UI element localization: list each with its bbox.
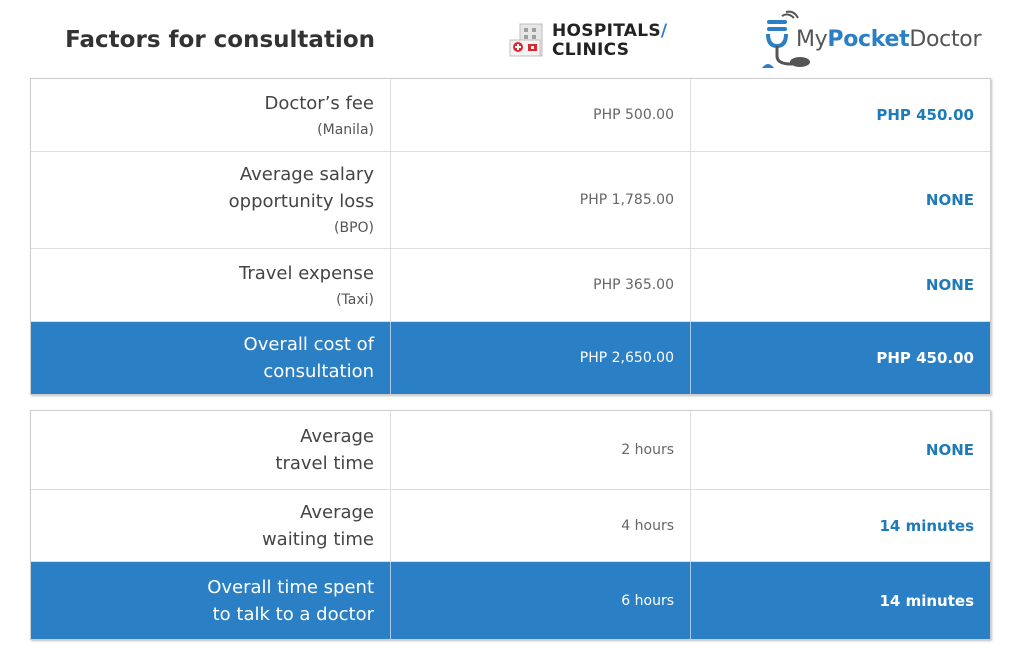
total-label-line1: Overall cost of — [243, 334, 374, 355]
table-row: Average waiting time 4 hours 14 minutes — [31, 490, 990, 562]
row-label: Travel expense — [239, 262, 374, 284]
hospitals-logo-text: HOSPITALS/ CLINICS — [552, 22, 667, 60]
hospital-total-value: 6 hours — [391, 562, 691, 639]
mpd-value: PHP 450.00 — [876, 106, 974, 124]
row-label-cell: Average waiting time — [31, 490, 391, 561]
hospital-total-value: PHP 2,650.00 — [391, 322, 691, 394]
page-title: Factors for consultation — [65, 27, 375, 53]
row-label-cell: Overall cost of consultation — [31, 322, 391, 394]
total-label-line2: consultation — [263, 361, 374, 382]
row-label-line2: travel time — [275, 453, 374, 474]
brand-part-pocket: Pocket — [827, 27, 910, 52]
hospital-value: 4 hours — [391, 490, 691, 561]
row-sublabel: (Manila) — [317, 121, 374, 138]
cost-comparison-table: Doctor’s fee (Manila) PHP 500.00 PHP 450… — [30, 78, 991, 395]
hospital-value: 2 hours — [391, 411, 691, 489]
total-row: Overall cost of consultation PHP 2,650.0… — [31, 322, 990, 394]
brand-part-doctor: Doctor — [909, 27, 982, 52]
hospital-value: PHP 500.00 — [391, 79, 691, 151]
row-label-line1: Average salary — [239, 164, 374, 185]
hospitals-logo-slash: / — [660, 21, 668, 41]
row-sublabel: (Taxi) — [336, 291, 374, 308]
row-label-cell: Doctor’s fee (Manila) — [31, 79, 391, 151]
table-row: Average travel time 2 hours NONE — [31, 411, 990, 490]
mypocketdoctor-logo: MyPocketDoctor — [760, 10, 990, 72]
row-label-line1: Average — [300, 426, 374, 447]
table-row: Average salary opportunity loss (BPO) PH… — [31, 152, 990, 249]
hospitals-clinics-logo: HOSPITALS/ CLINICS — [508, 18, 678, 62]
table-row: Travel expense (Taxi) PHP 365.00 NONE — [31, 249, 990, 322]
mpd-value: NONE — [925, 441, 974, 459]
mpd-total-value: PHP 450.00 — [876, 349, 974, 367]
row-label-cell: Travel expense (Taxi) — [31, 249, 391, 321]
hospital-value: PHP 365.00 — [391, 249, 691, 321]
table-row: Doctor’s fee (Manila) PHP 500.00 PHP 450… — [31, 79, 990, 152]
stethoscope-icon — [762, 10, 810, 68]
hospital-value: PHP 1,785.00 — [391, 152, 691, 248]
row-label-cell: Overall time spent to talk to a doctor — [31, 562, 391, 639]
row-label: Doctor’s fee — [264, 92, 374, 114]
mpd-value: NONE — [925, 191, 974, 209]
header: Factors for consultation HOSPITALS/ CLIN… — [0, 0, 1020, 78]
mpd-value: 14 minutes — [879, 516, 975, 535]
row-label-line2: opportunity loss — [228, 191, 374, 212]
brand-part-my: My — [796, 27, 828, 52]
row-label-cell: Average travel time — [31, 411, 391, 489]
hospitals-logo-line1: HOSPITALS — [552, 21, 661, 41]
row-label-line1: Average — [300, 501, 374, 523]
total-label-line1: Overall time spent — [207, 576, 374, 598]
mpd-value: NONE — [925, 276, 974, 294]
time-comparison-table: Average travel time 2 hours NONE Average… — [30, 410, 991, 640]
hospital-building-icon — [509, 23, 543, 57]
row-sublabel: (BPO) — [334, 220, 374, 236]
row-label-cell: Average salary opportunity loss (BPO) — [31, 152, 391, 248]
mpd-total-value: 14 minutes — [879, 591, 975, 610]
mypocketdoctor-brand: MyPocketDoctor — [796, 27, 982, 52]
hospitals-logo-line2: CLINICS — [552, 40, 630, 60]
total-row: Overall time spent to talk to a doctor 6… — [31, 562, 990, 639]
row-label-line2: waiting time — [261, 528, 374, 550]
total-label-line2: to talk to a doctor — [212, 603, 374, 625]
